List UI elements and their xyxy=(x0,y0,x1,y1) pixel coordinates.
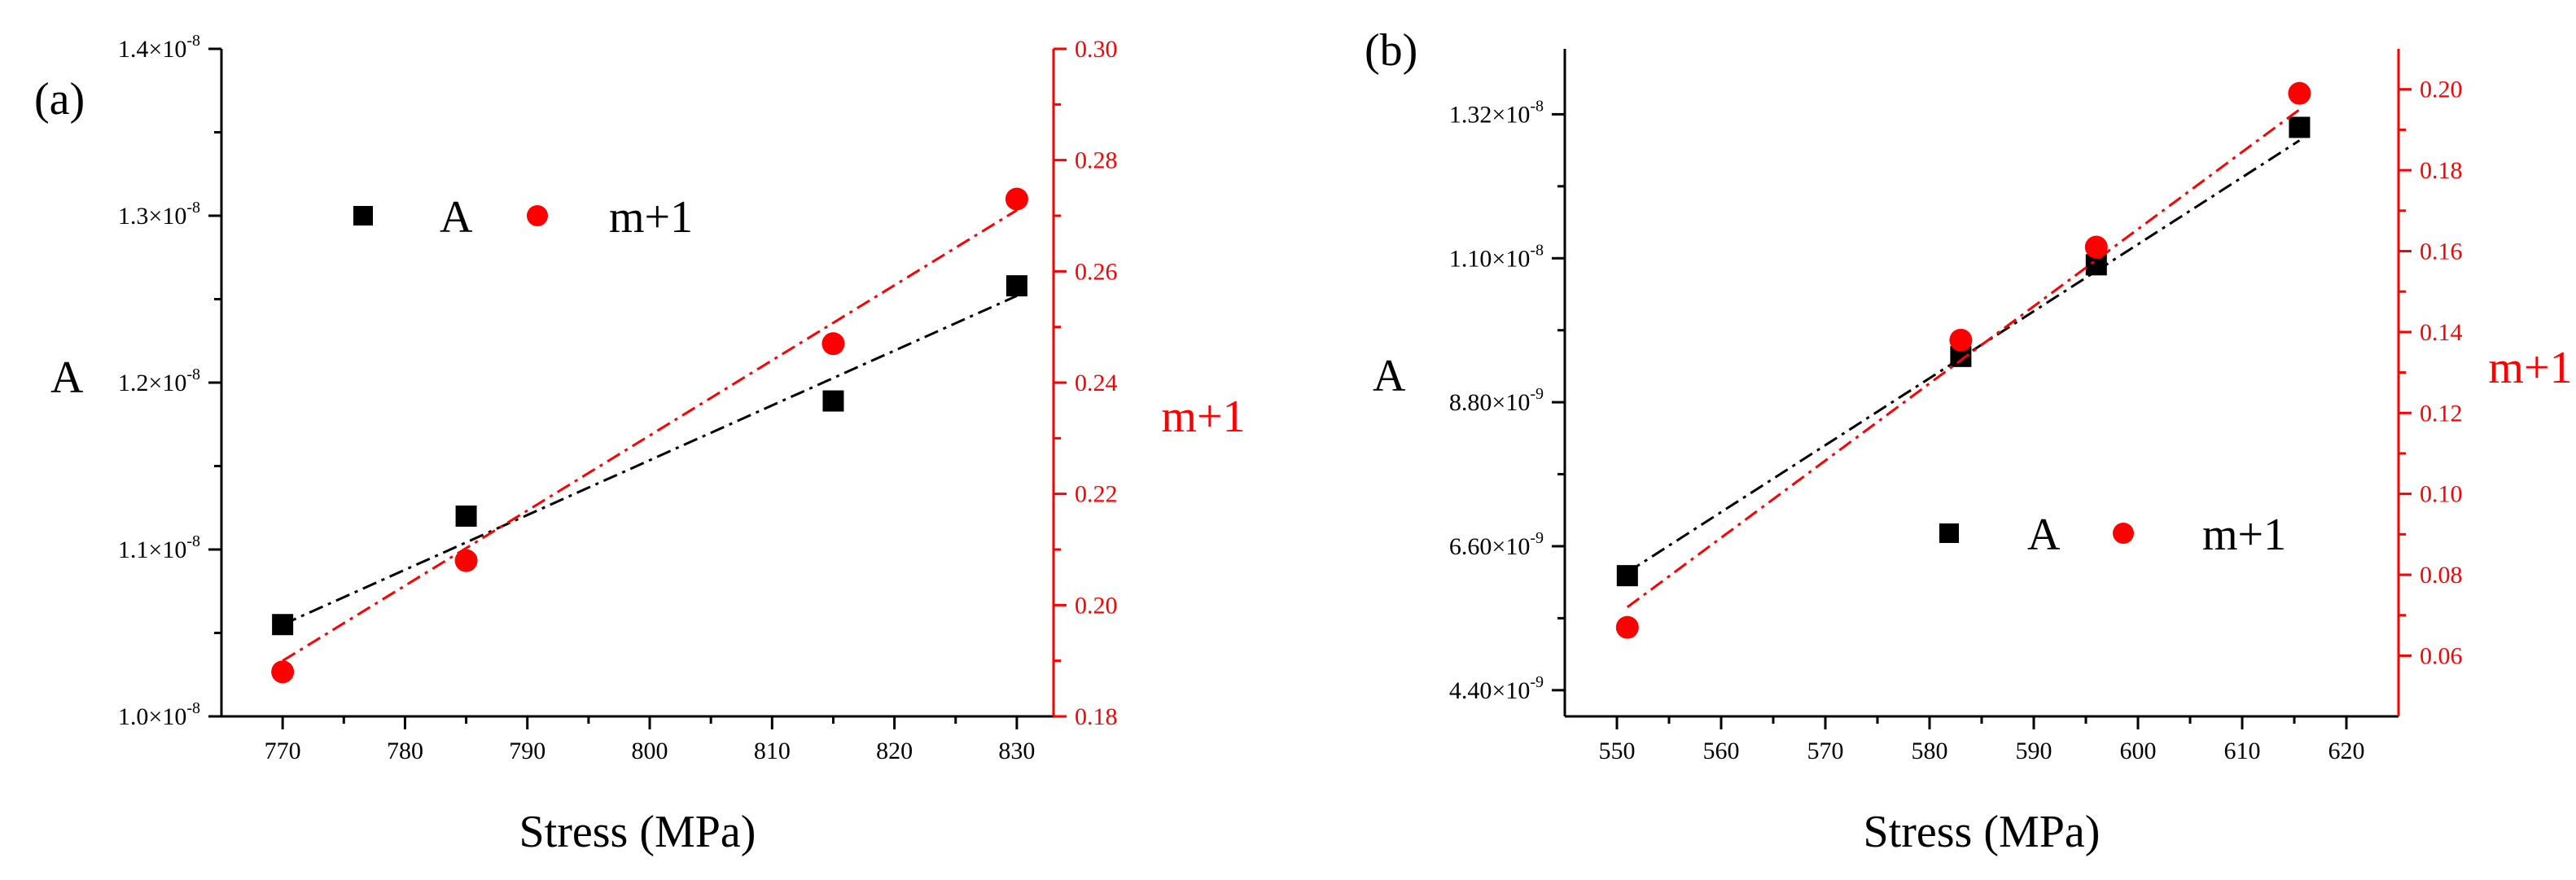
legend-label-m1: m+1 xyxy=(609,192,693,243)
tick-mantissa: 8.80×10 xyxy=(1449,389,1530,416)
left-y-tick-label: 1.0×10-8 xyxy=(118,699,200,730)
data-point-m1 xyxy=(1949,328,1973,352)
legend-label-m1: m+1 xyxy=(2202,510,2286,560)
right-y-axis-title: m+1 xyxy=(2488,343,2572,393)
x-tick-label: 810 xyxy=(754,738,791,764)
right-y-tick-label: 0.06 xyxy=(2420,642,2463,669)
fit-line-m1 xyxy=(1626,108,2301,609)
data-point-a xyxy=(1616,565,1638,587)
x-tick-label: 590 xyxy=(2016,738,2052,764)
x-tick-label: 800 xyxy=(632,738,668,764)
x-tick-label: 610 xyxy=(2224,738,2261,764)
tick-mantissa: 1.2×10 xyxy=(118,370,186,396)
right-y-tick-label: 0.28 xyxy=(1075,147,1118,174)
fit-line-a xyxy=(1626,139,2301,574)
right-y-tick-label: 0.12 xyxy=(2420,400,2463,427)
left-y-tick-label: 1.1×10-8 xyxy=(118,532,200,563)
left-y-tick-label: 4.40×10-9 xyxy=(1449,673,1544,704)
x-tick-label: 790 xyxy=(509,738,545,764)
x-tick-label: 550 xyxy=(1599,738,1636,764)
data-point-m1 xyxy=(1005,187,1028,211)
fit-line-m1 xyxy=(282,208,1018,662)
left-y-tick-label: 8.80×10-9 xyxy=(1449,385,1544,416)
left-y-tick-label: 1.4×10-8 xyxy=(118,32,200,63)
data-point-m1 xyxy=(271,660,295,684)
tick-exponent: -8 xyxy=(1530,241,1544,259)
right-y-tick-label: 0.16 xyxy=(2420,238,2463,265)
x-tick-label: 820 xyxy=(876,738,913,764)
x-tick-label: 600 xyxy=(2120,738,2157,764)
tick-exponent: -8 xyxy=(186,32,200,50)
x-tick-label: 770 xyxy=(265,738,301,764)
x-tick-label: 830 xyxy=(998,738,1035,764)
right-y-tick-label: 0.10 xyxy=(2420,481,2463,508)
left-y-tick-label: 1.10×10-8 xyxy=(1449,241,1544,272)
left-y-tick-label: 1.32×10-8 xyxy=(1449,97,1544,128)
left-y-tick-label: 1.2×10-8 xyxy=(118,366,200,396)
legend-marker-m1 xyxy=(527,205,548,226)
tick-mantissa: 1.3×10 xyxy=(118,203,186,230)
right-y-tick-label: 0.20 xyxy=(2420,77,2463,103)
right-y-tick-label: 0.30 xyxy=(1075,36,1118,63)
data-point-a xyxy=(1005,275,1027,297)
x-tick-label: 780 xyxy=(387,738,423,764)
left-y-tick-label: 1.3×10-8 xyxy=(118,199,200,230)
legend-marker-m1 xyxy=(2113,523,2134,544)
tick-exponent: -8 xyxy=(1530,97,1544,115)
data-point-m1 xyxy=(2084,235,2108,259)
tick-exponent: -9 xyxy=(1530,529,1544,547)
panel-label: (a) xyxy=(34,74,85,125)
left-y-tick-label: 6.60×10-9 xyxy=(1449,529,1544,560)
fit-line-a xyxy=(282,295,1018,626)
legend-label-a: A xyxy=(2027,510,2061,560)
data-point-a xyxy=(455,506,477,527)
x-tick-label: 570 xyxy=(1807,738,1844,764)
tick-exponent: -9 xyxy=(1530,385,1544,403)
left-y-axis-title: A xyxy=(50,352,84,403)
legend-marker-a xyxy=(353,206,373,225)
right-y-tick-label: 0.26 xyxy=(1075,258,1118,285)
panel-label: (b) xyxy=(1365,25,1417,76)
data-point-m1 xyxy=(2288,81,2311,105)
right-y-tick-label: 0.24 xyxy=(1075,370,1118,396)
x-axis-title: Stress (MPa) xyxy=(519,807,756,857)
chart-panel-b: 550 560 570 580 590 600 610 6204.40×10-96.60×10… xyxy=(1365,25,2573,857)
tick-mantissa: 1.4×10 xyxy=(118,36,186,63)
tick-mantissa: 1.10×10 xyxy=(1449,245,1530,272)
x-tick-label: 580 xyxy=(1912,738,1948,764)
right-y-tick-label: 0.18 xyxy=(1075,703,1118,730)
x-tick-label: 620 xyxy=(2328,738,2365,764)
x-tick-label: 560 xyxy=(1703,738,1740,764)
tick-exponent: -8 xyxy=(186,699,200,717)
tick-exponent: -8 xyxy=(186,199,200,217)
data-point-a xyxy=(272,614,294,636)
chart-panel-a: 770 780 790 800 810 820 8301.0×10-81.1×10-81.2… xyxy=(34,32,1246,857)
data-point-m1 xyxy=(454,549,478,572)
tick-mantissa: 6.60×10 xyxy=(1449,533,1530,560)
data-point-m1 xyxy=(821,332,845,356)
x-axis-title: Stress (MPa) xyxy=(1864,807,2101,857)
legend-label-a: A xyxy=(440,192,473,243)
right-y-tick-label: 0.22 xyxy=(1075,481,1118,508)
data-point-a xyxy=(822,390,844,412)
right-y-tick-label: 0.08 xyxy=(2420,562,2463,589)
tick-mantissa: 1.32×10 xyxy=(1449,101,1530,128)
right-y-tick-label: 0.14 xyxy=(2420,319,2463,346)
right-y-tick-label: 0.18 xyxy=(2420,157,2463,184)
data-point-m1 xyxy=(1615,615,1639,639)
right-y-tick-label: 0.20 xyxy=(1075,592,1118,619)
tick-exponent: -8 xyxy=(186,532,200,550)
tick-mantissa: 4.40×10 xyxy=(1449,677,1530,704)
data-point-a xyxy=(2289,116,2311,138)
tick-mantissa: 1.1×10 xyxy=(118,536,186,563)
tick-exponent: -9 xyxy=(1530,673,1544,691)
left-y-axis-title: A xyxy=(1373,351,1406,401)
right-y-axis-title: m+1 xyxy=(1161,392,1245,442)
legend-marker-a xyxy=(1939,523,1959,543)
tick-exponent: -8 xyxy=(186,366,200,383)
tick-mantissa: 1.0×10 xyxy=(118,703,186,730)
